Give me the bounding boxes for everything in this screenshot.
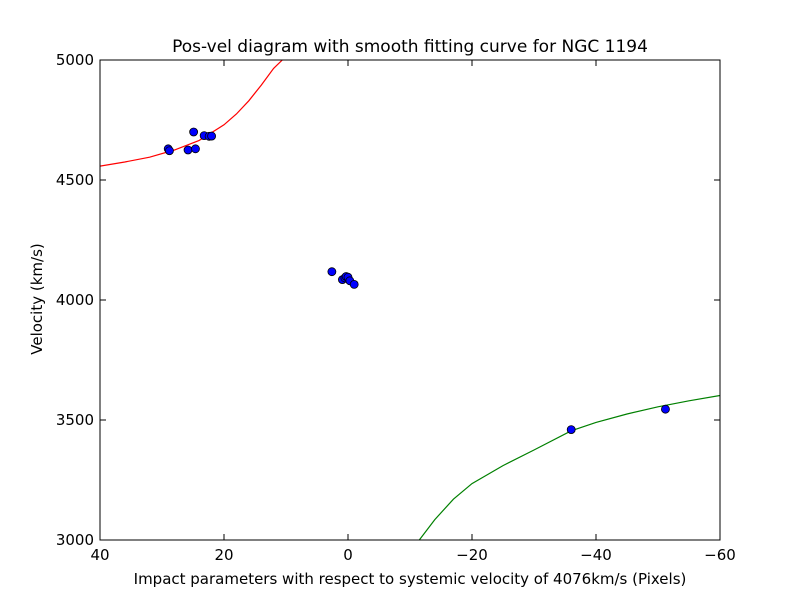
- y-tick-label: 3500: [56, 411, 94, 429]
- x-tick-label: −40: [580, 546, 612, 564]
- data-point: [349, 279, 359, 289]
- y-tick-label: 4000: [56, 291, 94, 309]
- data-point: [327, 267, 337, 277]
- data-point: [207, 131, 217, 141]
- y-axis-label: Velocity (km/s): [28, 243, 46, 354]
- x-tick-label: 20: [214, 546, 233, 564]
- y-tick-label: 4500: [56, 171, 94, 189]
- data-point: [566, 425, 576, 435]
- data-points: [163, 127, 670, 435]
- x-axis-label: Impact parameters with respect to system…: [134, 570, 687, 588]
- x-tick-label: −60: [704, 546, 736, 564]
- x-tick-label: 0: [343, 546, 353, 564]
- data-point: [189, 127, 199, 137]
- plot-frame: [99, 59, 721, 541]
- y-tick-label: 5000: [56, 51, 94, 69]
- fit-curve-1: [418, 394, 720, 540]
- axis-ticks: 40 20 0 −20 −40 −60 3000 3500 4000 4500 5000: [56, 51, 736, 564]
- data-point: [183, 145, 193, 155]
- x-tick-label: −20: [456, 546, 488, 564]
- y-tick-label: 3000: [56, 531, 94, 549]
- data-point: [165, 146, 174, 156]
- fit-curve-0: [100, 60, 283, 167]
- data-point: [661, 404, 670, 414]
- x-tick-label: 40: [90, 546, 109, 564]
- data-point: [191, 144, 200, 154]
- chart-title: Pos-vel diagram with smooth fitting curv…: [172, 37, 648, 57]
